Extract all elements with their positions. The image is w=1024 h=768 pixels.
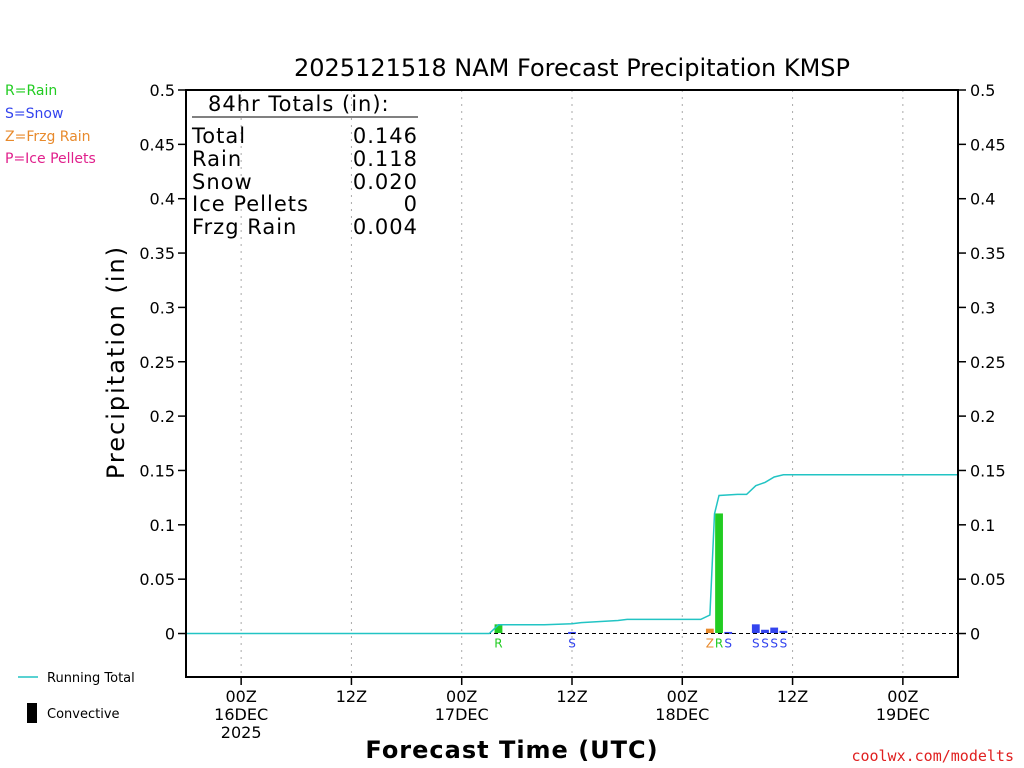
- x-tick-label: 18DEC: [655, 705, 709, 724]
- precip-bar-snow: [568, 631, 576, 634]
- precip-bar-rain: [715, 513, 723, 634]
- y-tick-label-right: 0.35: [970, 244, 1006, 263]
- x-tick-label: 17DEC: [435, 705, 489, 724]
- legend-rain: R=Rain: [5, 83, 57, 99]
- grid-lines: [240, 90, 904, 677]
- y-tick-label-right: 0.1: [970, 516, 995, 535]
- ptype-label-snow: S: [761, 637, 769, 651]
- ptype-label-snow: S: [752, 637, 760, 651]
- totals-value-ice-pellets: 0: [404, 192, 418, 216]
- y-tick-label-left: 0.5: [150, 81, 175, 100]
- type-legend: R=Rain S=Snow Z=Frzg Rain P=Ice Pellets: [5, 83, 96, 167]
- x-tick-label: 00Z: [667, 687, 698, 706]
- ptype-label-snow: S: [568, 637, 576, 651]
- running-total-line: [186, 474, 958, 635]
- totals-label-frzg-rain: Frzg Rain: [192, 215, 297, 239]
- precip-bar-snow: [724, 631, 733, 634]
- precip-bar-snow: [779, 630, 788, 634]
- y-tick-label-left: 0.35: [139, 244, 175, 263]
- x-tick-label: 12Z: [556, 687, 587, 706]
- totals-value-frzg-rain: 0.004: [353, 215, 418, 239]
- precip-bar-frzg: [705, 628, 714, 634]
- totals-header: 84hr Totals (in):: [208, 92, 390, 116]
- y-ticks: 0 0 0.05 0.05 0.1 0.1 0.15 0.15 0.2 0.2 0.25 0.25 0.…: [139, 81, 1005, 644]
- convective-swatch: [27, 703, 37, 723]
- x-tick-label: 00Z: [446, 687, 477, 706]
- totals-label-total: Total: [191, 124, 246, 148]
- y-tick-label-left: 0.1: [150, 516, 175, 535]
- precip-bar-snow: [761, 629, 769, 634]
- ptype-label-snow: S: [724, 637, 732, 651]
- precip-bar-rain: [494, 624, 503, 634]
- precip-bars: [494, 513, 788, 634]
- y-tick-label-left: 0.05: [139, 570, 175, 589]
- y-tick-label-right: 0: [970, 625, 980, 644]
- y-tick-label-right: 0.25: [970, 353, 1006, 372]
- y-tick-label-right: 0.5: [970, 81, 995, 100]
- y-tick-label-left: 0.4: [150, 190, 175, 209]
- y-tick-label-left: 0.3: [150, 298, 175, 317]
- y-axis-label: Precipitation (in): [102, 245, 130, 479]
- x-axis-label: Forecast Time (UTC): [365, 736, 658, 764]
- totals-value-total: 0.146: [353, 124, 418, 148]
- x-tick-label: 19DEC: [876, 705, 930, 724]
- totals-value-snow: 0.020: [353, 170, 418, 194]
- totals-value-rain: 0.118: [353, 147, 418, 171]
- legend-frzg-rain: Z=Frzg Rain: [5, 129, 91, 145]
- y-tick-label-left: 0.25: [139, 353, 175, 372]
- totals-box: 84hr Totals (in): Total 0.146 Rain 0.118…: [191, 92, 418, 239]
- y-tick-label-right: 0.05: [970, 570, 1006, 589]
- ptype-label-snow: S: [780, 637, 788, 651]
- x-tick-label: 16DEC: [214, 705, 268, 724]
- y-tick-label-left: 0.45: [139, 135, 175, 154]
- y-tick-label-right: 0.3: [970, 298, 995, 317]
- y-tick-label-left: 0.2: [150, 407, 175, 426]
- precip-bar-snow: [770, 627, 779, 634]
- legend-snow: S=Snow: [5, 106, 63, 122]
- ptype-label-frzg: Z: [706, 637, 714, 651]
- bottom-legend: Running Total Convective: [18, 671, 135, 723]
- x-tick-label: 2025: [221, 723, 262, 742]
- ptype-label-rain: R: [715, 637, 723, 651]
- y-tick-label-right: 0.2: [970, 407, 995, 426]
- legend-ice-pellets: P=Ice Pellets: [5, 151, 96, 167]
- ptype-label-rain: R: [494, 637, 502, 651]
- y-tick-label-right: 0.45: [970, 135, 1006, 154]
- y-tick-label-left: 0: [165, 625, 175, 644]
- credit-text: coolwx.com/modelts: [851, 747, 1014, 765]
- x-tick-label: 00Z: [887, 687, 918, 706]
- totals-label-rain: Rain: [192, 147, 242, 171]
- y-tick-label-left: 0.15: [139, 461, 175, 480]
- x-tick-label: 12Z: [336, 687, 367, 706]
- y-tick-label-right: 0.4: [970, 190, 995, 209]
- chart-title: 2025121518 NAM Forecast Precipitation KM…: [294, 54, 850, 82]
- convective-legend-label: Convective: [47, 707, 120, 722]
- precip-bar-snow: [751, 624, 760, 634]
- x-tick-label: 12Z: [777, 687, 808, 706]
- totals-label-ice-pellets: Ice Pellets: [192, 192, 309, 216]
- y-tick-label-right: 0.15: [970, 461, 1006, 480]
- ptype-label-snow: S: [770, 637, 778, 651]
- x-tick-label: 00Z: [225, 687, 256, 706]
- totals-label-snow: Snow: [192, 170, 253, 194]
- running-total-legend-label: Running Total: [47, 671, 135, 686]
